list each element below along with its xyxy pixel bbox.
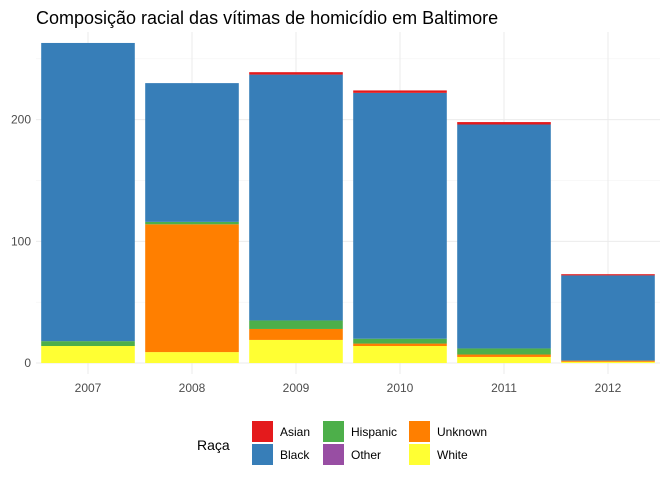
y-tick-label: 100 — [11, 234, 31, 248]
bar-2009-asian — [249, 72, 343, 75]
legend-label-asian: Asian — [280, 425, 310, 439]
bar-2012-white — [561, 361, 655, 364]
bar-2008-white — [145, 352, 239, 364]
bar-2010-white — [353, 346, 447, 364]
legend-label-white: White — [437, 448, 468, 462]
bar-2009-black — [249, 74, 343, 321]
bar-2008-black — [145, 83, 239, 222]
bar-2010-hispanic — [353, 338, 447, 344]
bar-2011-unknown — [457, 354, 551, 357]
bar-2008-unknown — [145, 224, 239, 353]
bar-2011-asian — [457, 122, 551, 125]
legend-label-hispanic: Hispanic — [351, 425, 397, 439]
bar-2009-unknown — [249, 328, 343, 340]
bar-2007-hispanic — [41, 341, 135, 347]
legend-label-unknown: Unknown — [437, 425, 487, 439]
chart-title: Composição racial das vítimas de homicíd… — [36, 8, 498, 28]
y-tick-label: 0 — [24, 356, 31, 370]
bar-2010-asian — [353, 90, 447, 93]
axis-labels: 0 100 200 2007 2008 2009 2010 2011 2012 — [11, 113, 622, 395]
bar-2011-black — [457, 124, 551, 349]
legend-key-other — [323, 444, 344, 465]
bar-2007-white — [41, 346, 135, 364]
legend: Raça Asian Black Hispanic Other Unknown White — [197, 421, 487, 465]
x-tick-label: 2007 — [75, 381, 102, 395]
bar-2012-black — [561, 275, 655, 361]
legend-key-black — [252, 444, 273, 465]
legend-label-other: Other — [351, 448, 381, 462]
bar-2009-white — [249, 339, 343, 364]
legend-key-unknown — [409, 421, 430, 442]
x-tick-label: 2010 — [387, 381, 414, 395]
bars — [41, 42, 655, 364]
bar-2007-black — [41, 42, 135, 342]
legend-key-asian — [252, 421, 273, 442]
bar-2012-unknown — [561, 360, 655, 362]
legend-label-black: Black — [280, 448, 310, 462]
legend-key-hispanic — [323, 421, 344, 442]
x-tick-label: 2011 — [491, 381, 517, 395]
x-tick-label: 2008 — [179, 381, 206, 395]
x-tick-label: 2012 — [595, 381, 622, 395]
bar-2009-hispanic — [249, 320, 343, 329]
bar-2012-asian — [561, 274, 655, 276]
legend-title: Raça — [197, 437, 230, 453]
bar-2010-black — [353, 92, 447, 339]
y-tick-label: 200 — [11, 113, 31, 127]
bar-2010-unknown — [353, 343, 447, 347]
x-tick-label: 2009 — [283, 381, 310, 395]
bar-2011-hispanic — [457, 348, 551, 355]
bar-2008-hispanic — [145, 221, 239, 225]
legend-key-white — [409, 444, 430, 465]
bar-2011-white — [457, 356, 551, 364]
